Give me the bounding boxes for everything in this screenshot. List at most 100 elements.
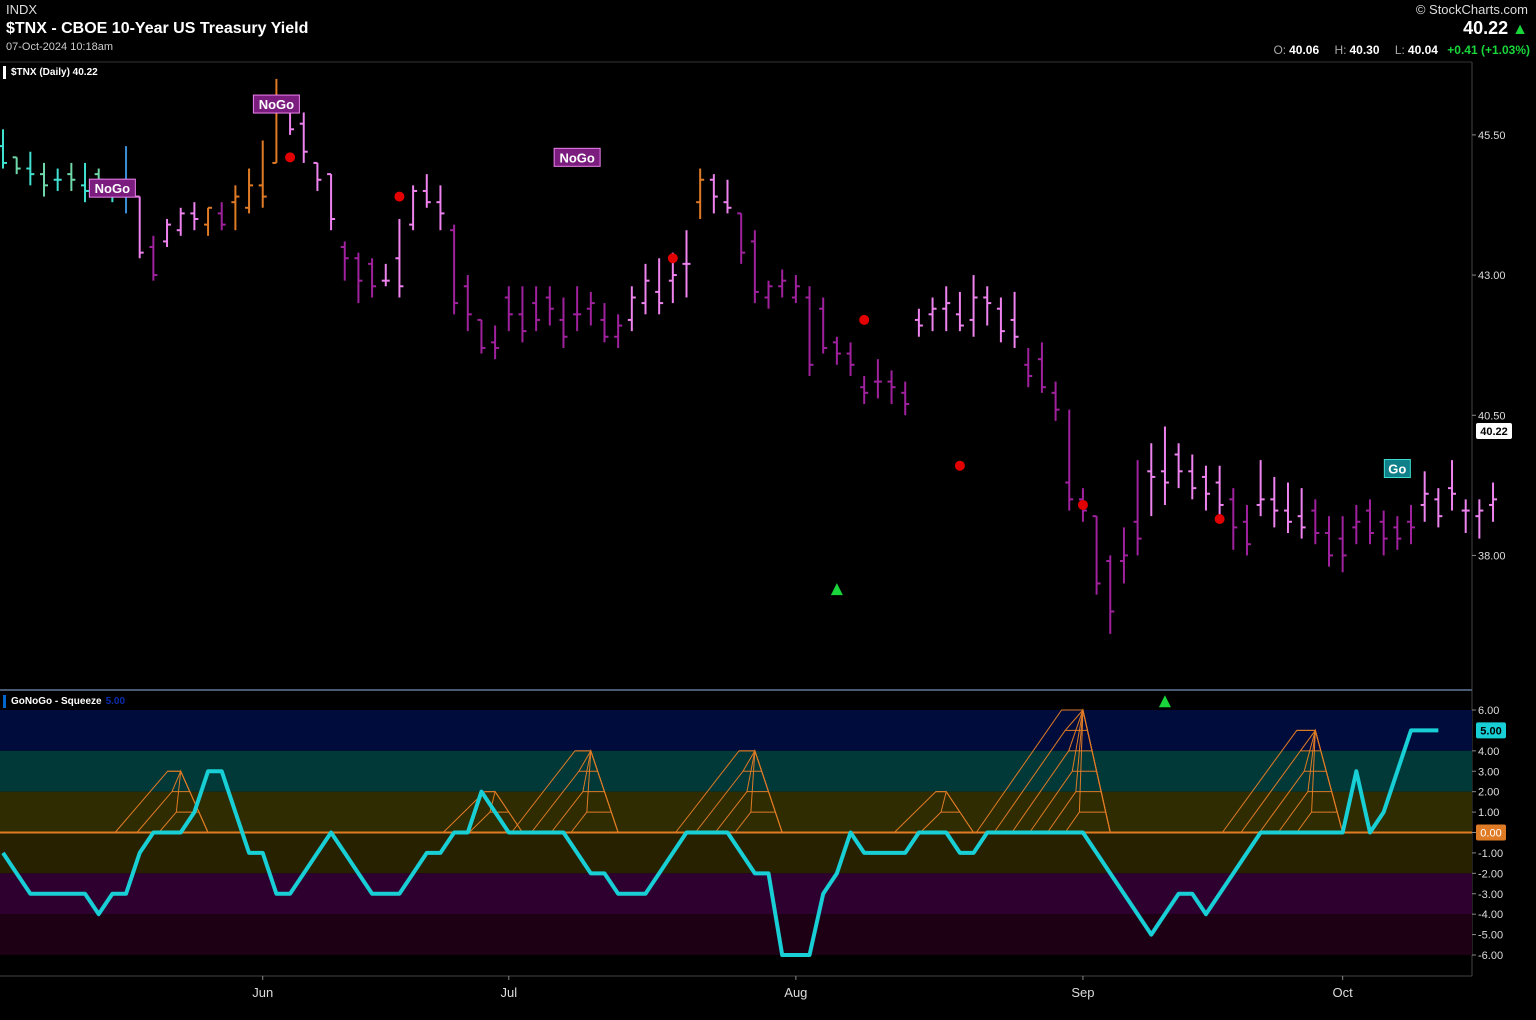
price-bar xyxy=(1352,504,1361,545)
price-bar xyxy=(586,291,595,326)
price-bar xyxy=(1133,460,1142,556)
up-arrow-icon: ▲ xyxy=(1512,21,1528,38)
price-bar xyxy=(354,252,363,304)
price-bar xyxy=(1229,488,1238,550)
ohlc-readout: O: 40.06 H: 40.30 L: 40.04 +0.41 (+1.03%) xyxy=(1261,43,1530,57)
chart-title: $TNX - CBOE 10-Year US Treasury Yield xyxy=(6,20,309,37)
price-bar xyxy=(955,291,964,332)
oscillator-zone xyxy=(0,832,1472,874)
price-bar xyxy=(832,336,841,365)
price-bar xyxy=(1201,465,1210,511)
x-axis-tick-label: Jun xyxy=(252,985,273,1000)
price-bar xyxy=(655,258,664,315)
price-bar xyxy=(969,275,978,337)
price-bar xyxy=(12,156,21,175)
price-bar xyxy=(641,263,650,315)
price-bar xyxy=(682,230,691,298)
price-bar xyxy=(272,78,281,164)
price-bar xyxy=(1242,504,1251,556)
price-y-tick-label: 43.00 xyxy=(1478,270,1506,282)
price-bar xyxy=(996,297,1005,343)
price-bar xyxy=(532,286,541,332)
price-bar xyxy=(518,286,527,343)
price-bar xyxy=(53,168,62,191)
price-bar xyxy=(40,162,49,197)
nogo-label: NoGo xyxy=(95,181,130,196)
price-bar xyxy=(258,140,267,208)
price-bar xyxy=(1420,471,1429,522)
squeeze-fan xyxy=(1221,728,1344,833)
oscillator-last-label: 5.00 xyxy=(1480,725,1501,737)
squeeze-fan xyxy=(511,748,619,833)
price-bar xyxy=(846,342,855,376)
price-bar xyxy=(614,314,623,348)
price-bar xyxy=(245,168,254,214)
low-value: 40.04 xyxy=(1407,43,1438,57)
price-bar xyxy=(313,161,322,191)
change-value: +0.41 (+1.03%) xyxy=(1447,43,1530,57)
price-bar xyxy=(1461,499,1470,533)
oscillator-zero-tag xyxy=(1476,824,1506,841)
oscillator-y-tick-label: 1.00 xyxy=(1478,807,1499,819)
oscillator-legend-value: 5.00 xyxy=(105,696,126,707)
price-bar xyxy=(764,280,773,309)
squeeze-fan xyxy=(114,769,209,833)
price-bar xyxy=(135,195,144,259)
price-bar xyxy=(450,224,459,315)
price-bar xyxy=(1092,515,1101,595)
price-bar xyxy=(778,269,787,298)
price-bar xyxy=(1270,476,1279,528)
x-axis-tick-label: Sep xyxy=(1071,985,1094,1000)
oscillator-zone xyxy=(0,873,1472,915)
price-bar xyxy=(299,112,308,163)
price-bar xyxy=(1283,482,1292,533)
price-bar xyxy=(1434,488,1443,528)
price-bar xyxy=(190,202,199,231)
price-bar xyxy=(887,370,896,405)
price-bar xyxy=(67,162,76,191)
price-bar xyxy=(436,185,445,231)
price-bar xyxy=(163,219,172,248)
price-bar xyxy=(1024,347,1033,388)
countertrend-dot-icon xyxy=(667,253,678,264)
squeeze-fan xyxy=(975,708,1111,833)
oscillator-panel-legend: GoNoGo - Squeeze 5.00 xyxy=(3,695,131,708)
oscillator-zone xyxy=(0,914,1472,955)
price-bar xyxy=(1256,460,1265,517)
price-bar xyxy=(573,286,582,332)
oscillator-y-tick-label: 3.00 xyxy=(1478,766,1499,778)
nogo-label-box xyxy=(252,94,300,114)
price-bar xyxy=(559,297,568,348)
x-axis-tick-label: Jul xyxy=(500,985,517,1000)
price-bar xyxy=(491,325,500,360)
price-bar xyxy=(860,376,869,405)
price-bar xyxy=(1010,291,1019,348)
price-bar xyxy=(1297,488,1306,539)
price-y-tick-label: 38.00 xyxy=(1478,550,1506,562)
price-bar xyxy=(26,151,35,186)
price-bar xyxy=(204,206,213,236)
countertrend-dot-icon xyxy=(285,152,296,163)
price-bar xyxy=(1489,482,1498,522)
price-bar xyxy=(477,318,486,354)
price-bar xyxy=(942,286,951,332)
open-label: O: xyxy=(1273,43,1287,57)
price-bar xyxy=(737,212,746,264)
price-bar xyxy=(545,286,554,326)
go-label-box xyxy=(1383,459,1411,479)
chart-date: 07-Oct-2024 10:18am xyxy=(6,41,114,53)
countertrend-dot-icon xyxy=(394,191,405,202)
price-bar xyxy=(217,202,226,231)
price-bar xyxy=(928,297,937,332)
price-bar xyxy=(395,219,404,298)
oscillator-zero-label: 0.00 xyxy=(1480,828,1501,840)
price-y-tick-label: 40.50 xyxy=(1478,410,1506,422)
oscillator-y-tick-label: 2.00 xyxy=(1478,787,1499,799)
price-bar xyxy=(368,258,377,298)
last-price-tag xyxy=(1476,422,1512,439)
nogo-label: NoGo xyxy=(559,150,594,165)
go-label: Go xyxy=(1388,462,1406,477)
price-bar xyxy=(1475,499,1484,539)
oscillator-last-tag xyxy=(1476,722,1506,739)
trend-triangle-icon xyxy=(1158,695,1171,708)
